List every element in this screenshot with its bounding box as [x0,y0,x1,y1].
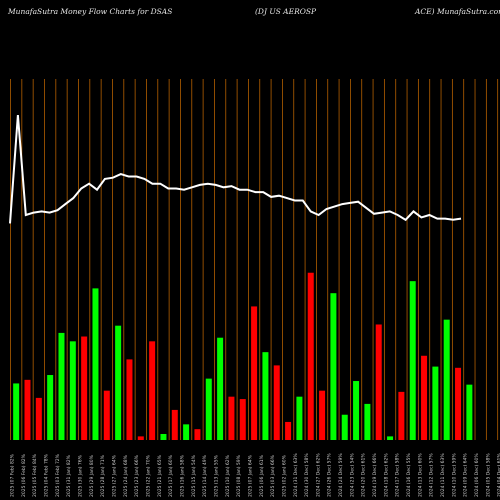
money-flow-bar [13,383,20,440]
x-tick-label: 2025 (15 Jan) 54% [191,454,197,497]
x-tick-label: 2024 (23 Dec) 54% [349,453,355,497]
money-flow-bar [171,409,178,440]
x-tick-labels: 2025 (07 Feb) 82% 2025 (06 Feb) 82% 2025 (… [10,453,500,497]
x-tick-label: 2025 (04 Feb) 78% [43,453,49,497]
money-flow-bar [375,324,382,440]
x-tick-label: 2025 (21 Jan) 65% [157,454,163,497]
x-tick-label: 2025 (13 Jan) 55% [213,454,219,497]
x-tick-label: 2024 (26 Dec) 57% [327,453,333,497]
money-flow-bar [194,429,201,440]
security-name-left: (DJ US AEROSP [255,7,317,16]
money-flow-bar [307,272,314,440]
x-tick-label: 2025 (29 Jan) 80% [89,454,95,497]
x-tick-label: 2025 (17 Jan) 60% [168,454,174,497]
money-flow-bar [228,396,235,440]
x-tick-label: 2024 (05 Dec) 58% [485,453,491,497]
money-flow-bar [466,384,473,440]
money-flow-bar [126,359,133,440]
money-flow-bar [353,381,360,440]
x-tick-label: 2025 (10 Jan) 62% [225,454,231,497]
x-tick-label: 2024 (10 Dec) 59% [451,453,457,497]
x-tick-label: 2025 (27 Jan) 64% [111,454,117,497]
x-tick-label: 2024 (06 Dec) 60% [474,453,480,497]
x-tick-label: 2025 (02 Jan) 60% [281,454,287,497]
x-tick-label: 2024 (12 Dec) 57% [429,453,435,497]
money-flow-bar [69,341,76,440]
x-tick-label: 2025 (30 Jan) 76% [77,454,83,497]
x-tick-label: 2024 (18 Dec) 62% [383,453,389,497]
money-flow-line [9,115,462,224]
x-tick-label: 2025 (03 Jan) 66% [270,454,276,497]
money-flow-bar [296,396,303,440]
x-tick-label: 2025 (31 Jan) 82% [66,454,72,497]
x-tick-label: 2024 (19 Dec) 66% [372,453,378,497]
money-flow-bar [115,325,122,440]
money-flow-bar [160,433,167,440]
money-flow-bar [262,352,269,440]
x-tick-label: 2025 (24 Jan) 68% [123,454,129,497]
x-tick-label: 2025 (14 Jan) 49% [202,454,208,497]
x-tick-label: 2025 (07 Feb) 82% [10,453,16,497]
money-flow-bar [330,293,337,440]
x-tick-label: 2025 (06 Feb) 82% [21,453,27,497]
x-tick-label: 2025 (07 Jan) 64% [247,454,253,497]
site-title: MunafaSutra Money Flow Charts for DSAS [8,7,173,16]
money-flow-bar [103,390,110,440]
x-tick-label: 2025 (03 Feb) 72% [55,453,61,497]
x-tick-label: 2025 (05 Feb) 84% [32,453,38,497]
money-flow-bar [421,355,428,440]
x-tick-label: 2024 (09 Dec) 64% [463,453,469,497]
money-flow-bar [432,366,439,440]
money-flow-bar [137,436,144,440]
security-name-right: ACE) MunafaSutra.com [415,7,500,16]
money-flow-bar [24,379,31,440]
money-flow-bar [409,281,416,440]
money-flow-bar [251,306,258,440]
x-tick-label: 2024 (30 Dec) 58% [304,453,310,497]
x-tick-label: 2024 (11 Dec) 63% [440,453,446,497]
x-tick-label: 2024 (13 Dec) 60% [417,453,423,497]
money-flow-bar [273,365,280,440]
x-tick-label: 2025 (06 Jan) 61% [259,454,265,497]
x-tick-label: 2024 (24 Dec) 59% [338,453,344,497]
money-flow-bar [58,332,65,440]
money-flow-bar [443,319,450,440]
x-tick-label: 2024 (17 Dec) 58% [395,453,401,497]
money-flow-bar [35,397,42,440]
x-tick-label: 2024 (16 Dec) 55% [406,453,412,497]
x-tick-label: 2025 (28 Jan) 71% [100,454,106,497]
money-flow-bar [341,414,348,440]
money-flow-bar [398,391,405,440]
money-flow-bar [92,288,99,440]
x-tick-label: 2025 (23 Jan) 66% [134,454,140,497]
money-flow-bar [455,367,462,440]
money-flow-bar [239,399,246,440]
x-tick-label: 2024 (27 Dec) 62% [315,453,321,497]
grid-lines [10,79,499,440]
money-flow-bar [47,375,54,440]
money-flow-bar [285,421,292,440]
x-tick-label: 2025 (22 Jan) 70% [145,454,151,497]
money-flow-bar [149,341,156,440]
x-tick-label: 2024 (04 Dec) 61% [497,453,500,497]
money-flow-bars [13,272,473,440]
money-flow-bar [319,390,326,440]
money-flow-bar [387,436,394,440]
money-flow-bar [217,337,224,440]
x-tick-label: 2025 (16 Jan) 58% [179,454,185,497]
money-flow-bar [205,378,212,440]
money-flow-bar [81,336,88,440]
money-flow-bar [364,403,371,440]
x-tick-label: 2024 (20 Dec) 61% [361,453,367,497]
x-tick-label: 2024 (31 Dec) 63% [293,453,299,497]
money-flow-bar [183,424,190,440]
x-tick-label: 2025 (08 Jan) 59% [236,454,242,497]
